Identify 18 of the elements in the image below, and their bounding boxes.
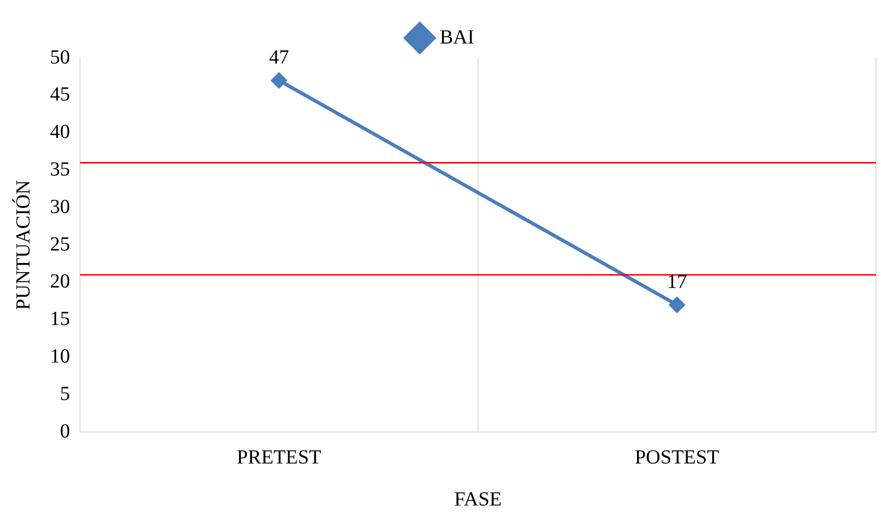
x-tick-label: POSTEST <box>634 446 720 468</box>
data-label: 47 <box>269 46 289 69</box>
y-tick-label: 30 <box>50 196 70 218</box>
y-tick-label: 15 <box>50 308 70 330</box>
y-tick-label: 5 <box>60 382 70 405</box>
y-tick-label: 45 <box>50 84 70 106</box>
x-axis-title: FASE <box>454 488 502 510</box>
y-tick-label: 10 <box>50 345 70 368</box>
y-tick-label: 40 <box>50 121 70 144</box>
y-tick-label: 20 <box>50 270 70 293</box>
y-tick-label: 25 <box>50 233 70 256</box>
y-tick-label: 0 <box>60 420 70 442</box>
y-tick-label: 50 <box>50 46 70 68</box>
y-tick-label: 35 <box>50 158 70 180</box>
legend-label: BAI <box>440 26 474 48</box>
x-tick-label: PRETEST <box>236 446 322 468</box>
data-label: 17 <box>667 271 687 294</box>
y-axis-title: PUNTUACIÓN <box>11 180 34 310</box>
